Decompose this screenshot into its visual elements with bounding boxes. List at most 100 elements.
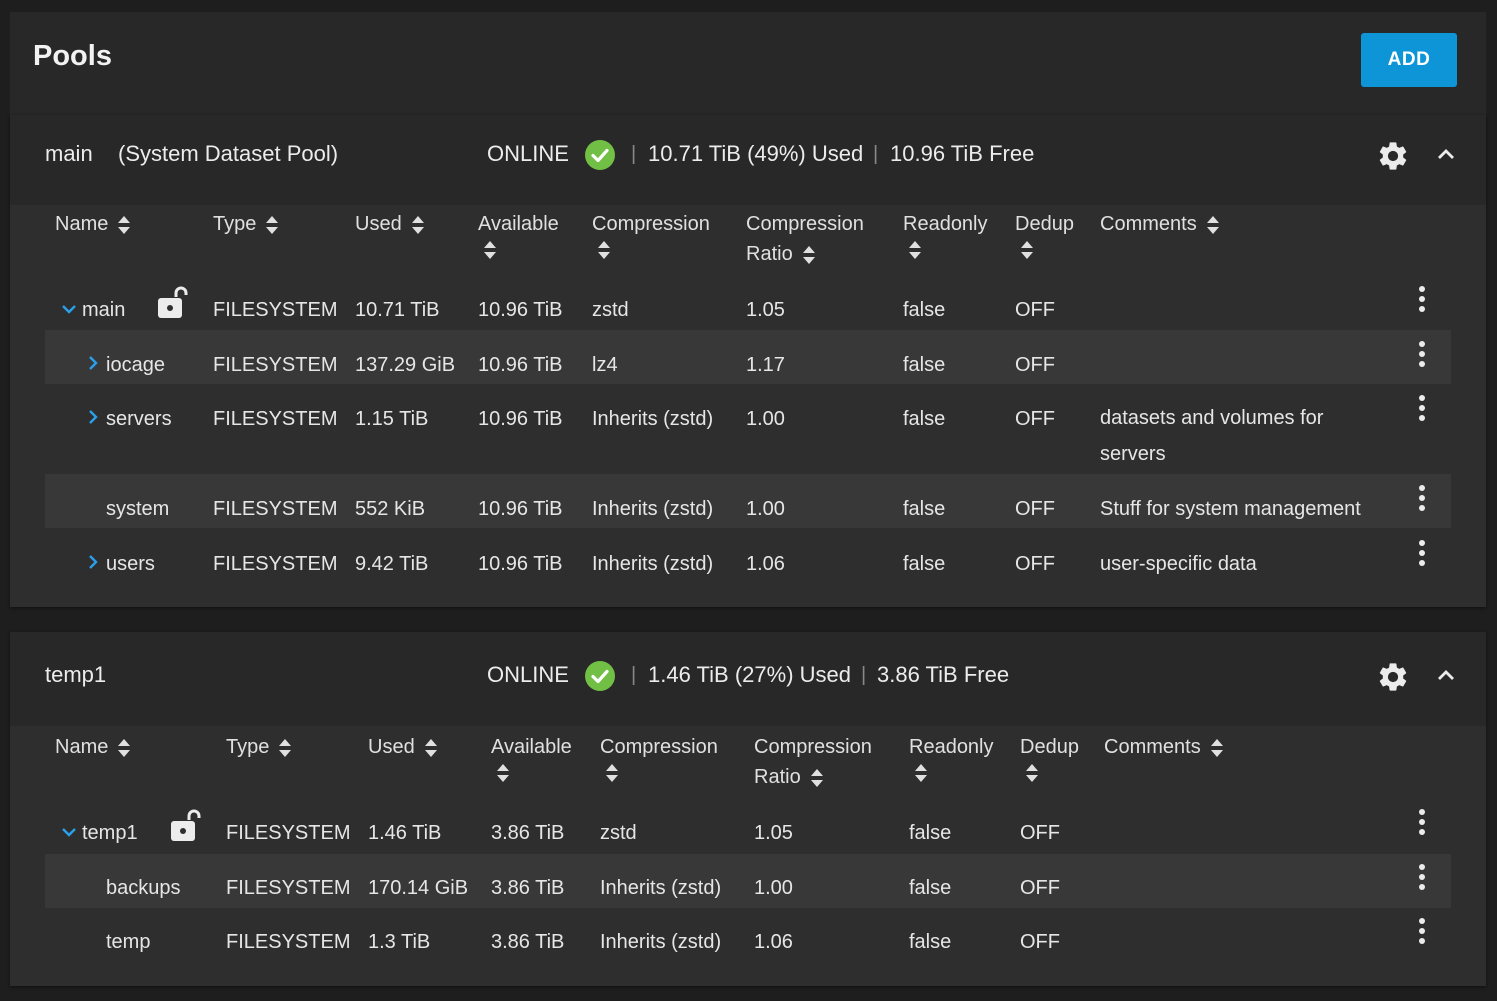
- table-row: [45, 854, 1451, 908]
- sort-icon[interactable]: [811, 769, 823, 787]
- col-header-readonly[interactable]: Readonly: [903, 209, 988, 259]
- dataset-available: 3.86 TiB: [491, 877, 565, 899]
- col-header-used[interactable]: Used: [368, 732, 437, 762]
- sort-icon[interactable]: [915, 764, 927, 782]
- collapse-caret-icon[interactable]: [1433, 662, 1459, 688]
- more-options-icon[interactable]: [1417, 539, 1427, 567]
- col-header-comments[interactable]: Comments: [1100, 209, 1219, 239]
- divider: |: [631, 143, 637, 165]
- col-header-dedup[interactable]: Dedup: [1015, 209, 1074, 259]
- add-pool-button[interactable]: ADD: [1361, 33, 1457, 87]
- pool-header: main (System Dataset Pool) ONLINE | 10.7…: [10, 115, 1486, 205]
- more-options-icon[interactable]: [1417, 917, 1427, 945]
- dataset-used: 552 KiB: [355, 498, 426, 520]
- sort-icon[interactable]: [909, 241, 921, 259]
- sort-icon[interactable]: [803, 246, 815, 264]
- sort-icon[interactable]: [266, 216, 278, 234]
- page-title: Pools: [33, 40, 112, 72]
- dataset-ratio: 1.06: [746, 553, 785, 575]
- dataset-name[interactable]: users: [106, 553, 155, 575]
- col-header-available[interactable]: Available: [491, 732, 572, 782]
- more-options-icon[interactable]: [1417, 340, 1427, 368]
- pool-card-main: main (System Dataset Pool) ONLINE | 10.7…: [10, 115, 1486, 607]
- more-options-icon[interactable]: [1417, 863, 1427, 891]
- chevron-down-icon[interactable]: [61, 301, 77, 317]
- dataset-compression: lz4: [592, 354, 618, 376]
- pool-used: 10.71 TiB (49%) Used: [648, 141, 864, 166]
- col-header-readonly[interactable]: Readonly: [909, 732, 994, 782]
- chevron-right-icon[interactable]: [85, 355, 101, 371]
- unlock-icon[interactable]: [156, 286, 190, 320]
- dataset-name[interactable]: main: [82, 299, 126, 321]
- gear-icon[interactable]: [1376, 139, 1410, 173]
- col-header-compression[interactable]: Compression: [600, 732, 718, 782]
- col-header-used[interactable]: Used: [355, 209, 424, 239]
- dataset-compression: Inherits (zstd): [592, 408, 714, 430]
- more-options-icon[interactable]: [1417, 808, 1427, 836]
- col-header-compression-ratio[interactable]: Compression Ratio: [746, 213, 864, 265]
- sort-icon[interactable]: [1021, 241, 1033, 259]
- col-header-name[interactable]: Name: [55, 209, 130, 239]
- sort-icon[interactable]: [1211, 739, 1223, 757]
- sort-icon[interactable]: [118, 739, 130, 757]
- dataset-name[interactable]: temp: [106, 931, 151, 953]
- dataset-readonly: false: [909, 822, 952, 844]
- dataset-used: 1.3 TiB: [368, 931, 431, 953]
- sort-icon[interactable]: [425, 739, 437, 757]
- sort-icon[interactable]: [412, 216, 424, 234]
- col-header-compression-ratio[interactable]: Compression Ratio: [754, 736, 872, 788]
- col-header-compression[interactable]: Compression: [592, 209, 710, 259]
- dataset-name[interactable]: servers: [106, 408, 172, 430]
- sort-icon[interactable]: [1026, 764, 1038, 782]
- col-header-type[interactable]: Type: [213, 209, 278, 239]
- divider: |: [631, 664, 637, 686]
- dataset-comments: datasets and volumes for servers: [1100, 407, 1324, 465]
- dataset-dedup: OFF: [1015, 354, 1055, 376]
- pool-free: 3.86 TiB Free: [877, 662, 1010, 687]
- dataset-ratio: 1.00: [746, 408, 785, 430]
- sort-icon[interactable]: [598, 241, 610, 259]
- dataset-dedup: OFF: [1015, 498, 1055, 520]
- dataset-used: 170.14 GiB: [368, 877, 469, 899]
- dataset-dedup: OFF: [1020, 822, 1060, 844]
- page-header: [10, 12, 1486, 128]
- more-options-icon[interactable]: [1417, 285, 1427, 313]
- table-row: [45, 330, 1451, 384]
- col-header-type[interactable]: Type: [226, 732, 291, 762]
- dataset-type: FILESYSTEM: [213, 299, 338, 321]
- chevron-down-icon[interactable]: [61, 824, 77, 840]
- dataset-name[interactable]: temp1: [82, 822, 138, 844]
- sort-icon[interactable]: [497, 764, 509, 782]
- dataset-ratio: 1.05: [754, 822, 793, 844]
- online-check-icon: [585, 661, 615, 691]
- dataset-compression: zstd: [600, 822, 637, 844]
- pool-card-temp1: temp1 ONLINE | 1.46 TiB (27%) Used | 3.8…: [10, 632, 1486, 986]
- sort-icon[interactable]: [1207, 216, 1219, 234]
- dataset-name[interactable]: iocage: [106, 354, 165, 376]
- dataset-name[interactable]: system: [106, 498, 170, 520]
- dataset-available: 10.96 TiB: [478, 408, 563, 430]
- dataset-dedup: OFF: [1015, 553, 1055, 575]
- sort-icon[interactable]: [118, 216, 130, 234]
- dataset-type: FILESYSTEM: [226, 931, 351, 953]
- col-header-dedup[interactable]: Dedup: [1020, 732, 1079, 782]
- dataset-name[interactable]: backups: [106, 877, 181, 899]
- sort-icon[interactable]: [606, 764, 618, 782]
- unlock-icon[interactable]: [169, 809, 203, 843]
- dataset-available: 10.96 TiB: [478, 299, 563, 321]
- col-header-name[interactable]: Name: [55, 732, 130, 762]
- collapse-caret-icon[interactable]: [1433, 141, 1459, 167]
- dataset-type: FILESYSTEM: [213, 354, 338, 376]
- sort-icon[interactable]: [484, 241, 496, 259]
- more-options-icon[interactable]: [1417, 484, 1427, 512]
- col-header-comments[interactable]: Comments: [1104, 732, 1223, 762]
- col-header-available[interactable]: Available: [478, 209, 559, 259]
- dataset-ratio: 1.00: [754, 877, 793, 899]
- dataset-used: 1.46 TiB: [368, 822, 442, 844]
- dataset-compression: Inherits (zstd): [600, 877, 722, 899]
- gear-icon[interactable]: [1376, 660, 1410, 694]
- chevron-right-icon[interactable]: [85, 554, 101, 570]
- more-options-icon[interactable]: [1417, 394, 1427, 422]
- chevron-right-icon[interactable]: [85, 409, 101, 425]
- sort-icon[interactable]: [279, 739, 291, 757]
